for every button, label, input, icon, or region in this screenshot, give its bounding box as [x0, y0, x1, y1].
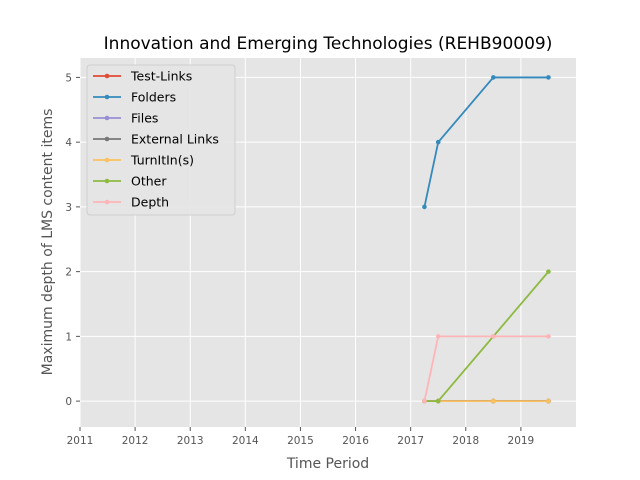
legend-item-test-links: Test-Links	[93, 69, 192, 84]
y-tick-label: 5	[65, 72, 72, 84]
x-tick-label: 2016	[342, 435, 369, 447]
x-tick-label: 2011	[67, 435, 94, 447]
legend-item-depth: Depth	[93, 195, 169, 210]
legend-label: Test-Links	[130, 69, 192, 84]
x-axis-ticks: 2011 2012 2013 2014 2015 2016 2017 2018 2019	[67, 427, 535, 447]
legend-item-external-links: External Links	[93, 132, 219, 147]
series-depth	[422, 334, 551, 404]
series-line-folders	[423, 76, 549, 208]
data-point-turnitin-s	[491, 398, 496, 404]
legend-marker	[104, 199, 110, 205]
y-tick-label: 2	[65, 267, 72, 279]
x-tick-label: 2018	[452, 435, 479, 447]
data-point-folders	[435, 139, 441, 145]
x-axis-label: Time Period	[286, 456, 369, 472]
series-folders	[422, 75, 551, 210]
series-layer	[422, 75, 551, 404]
legend-marker	[104, 115, 110, 121]
x-tick-label: 2015	[287, 435, 314, 447]
legend-label: Folders	[131, 90, 176, 105]
legend-label: Depth	[131, 195, 169, 210]
legend-label: TurnItIn(s)	[130, 153, 194, 168]
data-point-depth	[422, 398, 427, 404]
y-tick-label: 3	[65, 202, 72, 214]
data-point-other	[435, 398, 441, 404]
y-tick-label: 0	[65, 396, 72, 408]
x-tick-label: 2017	[397, 435, 424, 447]
legend-label: Files	[131, 111, 158, 126]
series-line-depth	[423, 335, 549, 402]
legend-item-other: Other	[93, 174, 167, 189]
data-point-folders	[422, 204, 427, 210]
y-tick-label: 4	[65, 137, 72, 149]
legend-label: External Links	[131, 132, 219, 147]
y-axis-ticks: 0 1 2 3 4 5	[65, 72, 80, 408]
series-line-other	[424, 271, 550, 403]
y-tick-label: 1	[65, 331, 72, 343]
data-point-other	[546, 269, 551, 274]
legend-marker	[104, 178, 110, 184]
x-tick-label: 2019	[508, 435, 535, 447]
legend-item-files: Files	[93, 111, 158, 126]
legend-item-turnitin-s: TurnItIn(s)	[93, 153, 194, 168]
data-point-depth	[546, 334, 551, 339]
data-point-folders	[546, 75, 551, 80]
legend-label: Other	[131, 174, 167, 189]
legend: Test-Links Folders Files External Links Turn…	[86, 64, 236, 216]
chart-title: Innovation and Emerging Technologies (RE…	[104, 34, 553, 54]
legend-marker	[104, 157, 110, 163]
legend-item-folders: Folders	[93, 90, 176, 105]
legend-marker	[104, 136, 110, 142]
x-tick-label: 2013	[177, 435, 204, 447]
x-tick-label: 2012	[122, 435, 149, 447]
data-point-depth	[435, 334, 441, 339]
data-point-turnitin-s	[546, 398, 551, 404]
legend-marker	[104, 73, 110, 79]
legend-marker	[104, 94, 110, 100]
x-tick-label: 2014	[232, 435, 259, 447]
data-point-folders	[491, 75, 496, 80]
legend-box	[86, 64, 236, 216]
y-axis-label: Maximum depth of LMS content items	[40, 109, 56, 376]
data-point-depth	[491, 334, 496, 339]
